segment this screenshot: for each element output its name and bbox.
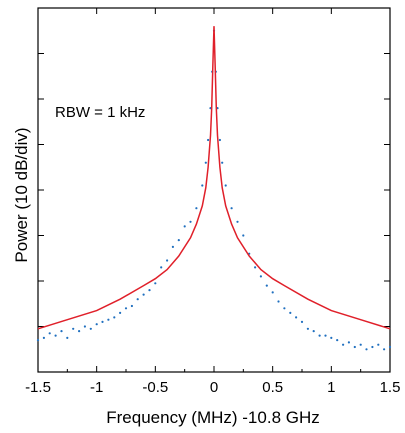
- measured-data-point: [295, 316, 298, 319]
- measured-data-point: [48, 332, 51, 335]
- x-tick-label: 0.5: [262, 379, 283, 396]
- measured-data-point: [336, 339, 339, 342]
- x-axis-title: Frequency (MHz) -10.8 GHz: [106, 408, 320, 427]
- measured-data-point: [101, 320, 104, 323]
- plot-area: -1.5 -1 -0.5 0 0.5 1 1.5: [25, 7, 401, 396]
- measured-data-point: [119, 311, 122, 314]
- measured-data-point: [171, 245, 174, 248]
- measured-data-point: [377, 343, 380, 346]
- measured-data-point: [160, 266, 163, 269]
- measured-data-point: [189, 220, 192, 223]
- measured-data-point: [154, 282, 157, 285]
- measured-data-point: [271, 291, 274, 294]
- measured-data-point: [148, 289, 151, 292]
- measured-data-point: [312, 330, 315, 333]
- measured-data-point: [195, 207, 198, 210]
- measured-data-point: [42, 336, 46, 339]
- x-tick-label: 1.5: [380, 379, 401, 396]
- measured-data-point: [236, 220, 239, 223]
- measured-data-point: [221, 161, 224, 164]
- measured-data-point: [347, 341, 350, 344]
- rbw-annotation: RBW = 1 kHz: [55, 104, 145, 121]
- measured-data-point: [218, 138, 221, 142]
- fit-curve-line: [37, 26, 391, 330]
- measured-data-point: [201, 184, 204, 187]
- x-tick-label: -0.5: [142, 379, 168, 396]
- measured-data-point: [36, 339, 40, 342]
- measured-data-point: [318, 334, 321, 337]
- measured-data-point: [324, 334, 327, 337]
- measured-data-point: [166, 259, 169, 262]
- measured-data-point: [265, 284, 268, 287]
- measured-data-point: [353, 345, 356, 349]
- measured-data-point: [78, 330, 81, 333]
- x-tick-label: -1: [90, 379, 103, 396]
- measured-data-point: [204, 161, 207, 164]
- measured-data-point: [60, 330, 63, 333]
- measured-data-point: [306, 327, 309, 330]
- measured-data-point: [136, 298, 139, 301]
- measured-data-point: [283, 307, 286, 310]
- measured-data-point: [224, 184, 227, 187]
- measured-data-point: [66, 336, 69, 339]
- x-tick-label: 1: [327, 379, 335, 396]
- measured-data-point: [383, 348, 386, 351]
- measured-data-point: [72, 327, 75, 330]
- y-axis-title: Power (10 dB/div): [12, 127, 31, 262]
- measured-data-point: [207, 138, 210, 142]
- x-tick-label: 0: [210, 379, 218, 396]
- measured-data-point: [259, 275, 262, 278]
- plot-frame: [37, 7, 391, 373]
- measured-data-point: [130, 304, 133, 308]
- measured-data-point: [113, 316, 116, 319]
- measured-data-point: [242, 234, 245, 237]
- x-tick-label: -1.5: [25, 379, 51, 396]
- measured-data-point: [142, 293, 145, 296]
- measured-data-point: [124, 307, 128, 310]
- measured-data-point: [300, 320, 304, 323]
- measured-data-point: [254, 266, 257, 269]
- measured-data-point: [230, 207, 233, 210]
- measured-data-point: [365, 348, 368, 351]
- measured-data-point: [277, 300, 280, 303]
- measured-data-point: [342, 343, 345, 346]
- measured-data-point: [107, 318, 110, 321]
- measured-data-point: [83, 325, 86, 328]
- measured-data-point: [183, 225, 186, 228]
- measured-data-point: [177, 239, 180, 242]
- measured-data-point: [95, 323, 98, 326]
- measured-data-point: [330, 336, 333, 339]
- measured-data-point: [89, 327, 92, 330]
- measured-data-point: [359, 343, 362, 346]
- measured-data-point: [289, 311, 292, 314]
- measured-data-point: [54, 334, 57, 337]
- measured-data-point: [371, 345, 374, 349]
- measured-data-point: [388, 345, 392, 349]
